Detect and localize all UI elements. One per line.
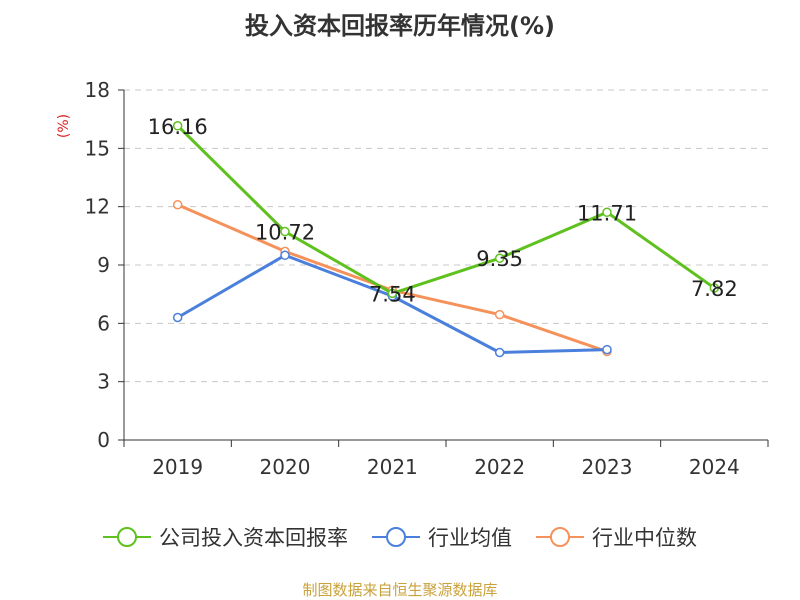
data-label: 9.35 [476,247,523,271]
chart-title: 投入资本回报率历年情况(%) [245,12,555,40]
y-tick-label: 12 [85,195,110,219]
y-tick-label: 15 [85,136,110,160]
x-tick-label: 2020 [260,455,311,479]
y-tick-label: 9 [97,253,110,277]
y-axis-label: (%) [56,114,72,138]
data-point [494,347,505,358]
x-tick-label: 2022 [474,455,525,479]
y-tick-label: 18 [85,78,110,102]
data-point [280,250,290,261]
data-point [172,312,183,323]
legend-marker [550,527,570,547]
data-label-layer: 16.16 10.72 7.54 9.35 11.71 7.82 [148,115,738,307]
data-point [602,344,612,355]
data-label: 10.72 [255,221,315,245]
series-layer [172,121,720,358]
data-label: 11.71 [577,201,637,225]
y-tick-label: 0 [97,428,110,452]
x-tick-label: 2021 [367,455,418,479]
grid-layer [124,89,768,383]
legend-item: 公司投入资本回报率 [103,526,348,550]
x-tick-label: 2019 [152,455,203,479]
data-point [172,199,183,210]
data-point [494,309,505,320]
legend-marker [117,527,137,547]
legend-marker [386,527,406,547]
data-point [280,226,290,237]
series-line [177,203,608,353]
y-tick-label: 6 [97,311,110,335]
data-point [387,288,398,299]
legend-label: 行业均值 [428,526,512,550]
data-point [172,121,183,131]
data-point [494,253,505,263]
legend-item: 行业均值 [372,526,512,550]
data-label: 7.54 [369,282,416,306]
data-point [709,283,720,293]
y-tick-label: 3 [97,370,110,394]
data-label: 16.16 [148,115,208,139]
legend-label: 行业中位数 [592,526,697,550]
legend-label: 公司投入资本回报率 [159,526,348,550]
data-label: 7.82 [691,277,738,301]
series-line [176,124,716,295]
x-tick-label: 2023 [582,455,633,479]
x-tick-label: 2024 [689,455,740,479]
legend: 公司投入资本回报率 行业均值 行业中位数 [103,526,697,550]
source-note: 制图数据来自恒生聚源数据库 [302,581,497,599]
data-point [602,207,612,218]
legend-item: 行业中位数 [536,526,697,550]
axis-layer: 0 3 6 9 12 15 18 2019 2020 2021 2022 2023 2024 [85,78,769,479]
